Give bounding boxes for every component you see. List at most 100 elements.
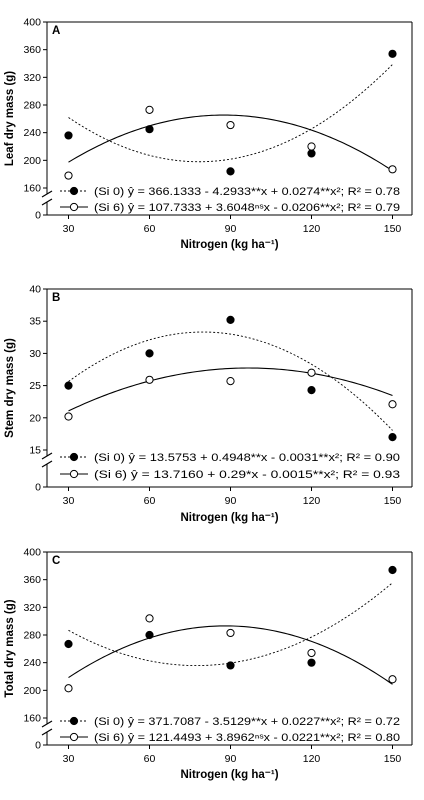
data-point-series-1: [226, 120, 235, 130]
x-tick-label: 150: [384, 753, 402, 765]
y-tick-label: 240: [23, 127, 41, 139]
legend-marker-series-1: [69, 732, 79, 742]
fit-curve-series-1: [68, 625, 393, 685]
x-tick-label: 60: [144, 495, 156, 507]
data-point-series-0: [145, 630, 154, 640]
y-axis-break-mark: [41, 728, 53, 736]
x-tick-label: 120: [303, 223, 321, 235]
data-point-series-0: [307, 658, 316, 667]
y-tick-label: 200: [23, 685, 41, 697]
data-point-series-0: [226, 661, 235, 670]
data-point-series-0: [307, 149, 316, 158]
x-tick-label: 30: [63, 753, 75, 765]
data-point-series-0: [226, 167, 235, 176]
y-tick-label: 25: [29, 380, 41, 392]
y-tick-label: 400: [23, 17, 41, 29]
legend-entry-series-1: (Si 6) ŷ = 107.7333 + 3.6048ⁿˢx - 0.0206…: [94, 202, 400, 214]
x-axis-title: Nitrogen (kg ha⁻¹): [180, 239, 278, 251]
fit-curve-series-0: [68, 64, 393, 163]
x-tick-label: 120: [303, 495, 321, 507]
y-tick-label: 280: [23, 630, 41, 642]
y-tick-label: 360: [23, 44, 41, 56]
fit-curve-series-0: [68, 582, 393, 667]
legend-entry-series-0: (Si 0) ŷ = 13.5753 + 0.4948**x - 0.0031*…: [94, 452, 400, 464]
y-axis-title: Leaf dry mass (g): [4, 71, 16, 166]
fit-curve-series-0: [68, 331, 393, 431]
y-axis-title: Total dry mass (g): [4, 599, 16, 697]
legend-marker-series-0: [69, 716, 79, 726]
y-tick-label: 160: [23, 713, 41, 725]
y-axis-break-mark: [41, 452, 53, 460]
data-point-series-0: [64, 131, 73, 140]
x-tick-label: 150: [384, 223, 402, 235]
y-tick-label-zero: 0: [35, 740, 41, 752]
data-point-series-0: [388, 433, 397, 442]
y-tick-label: 40: [29, 284, 41, 296]
data-point-series-1: [226, 376, 235, 386]
y-axis-break-mark: [41, 198, 53, 206]
legend-entry-series-0: (Si 0) ŷ = 366.1333 - 4.2933**x + 0.0274…: [94, 186, 400, 198]
data-point-series-1: [307, 142, 316, 151]
panel-label: B: [52, 292, 60, 304]
data-point-series-1: [388, 675, 397, 684]
data-point-series-0: [388, 565, 397, 575]
y-tick-label: 400: [23, 547, 41, 559]
y-tick-label-zero: 0: [35, 210, 41, 222]
chart-panel-a: 160 200 240 280 320 360 400 0 30 60 90 120 150 Nitrog…: [4, 17, 413, 251]
fit-curve-series-1: [68, 114, 393, 172]
data-point-series-1: [64, 171, 73, 180]
data-point-series-1: [388, 400, 397, 409]
legend-marker-series-1: [69, 202, 79, 212]
y-tick-label: 20: [29, 412, 41, 424]
legend-entry-series-1: (Si 6) ŷ = 121.4493 + 3.8962ⁿˢx - 0.0221…: [94, 732, 400, 744]
y-tick-label: 30: [29, 348, 41, 360]
x-tick-label: 30: [63, 495, 75, 507]
legend-marker-series-1: [69, 469, 79, 479]
x-axis-title: Nitrogen (kg ha⁻¹): [180, 769, 278, 781]
y-axis-break-mark: [41, 460, 53, 468]
y-tick-label: 360: [23, 574, 41, 586]
panel-label: C: [52, 555, 60, 567]
data-point-series-0: [64, 639, 73, 649]
data-point-series-0: [307, 386, 316, 395]
y-tick-label: 160: [23, 183, 41, 195]
y-tick-label: 320: [23, 72, 41, 84]
fit-curve-series-1: [68, 367, 393, 412]
data-point-series-0: [64, 381, 73, 390]
data-point-series-0: [388, 49, 397, 58]
data-point-series-1: [64, 412, 73, 421]
legend-marker-series-0: [69, 452, 79, 462]
x-tick-label: 90: [225, 495, 237, 507]
y-tick-label: 35: [29, 316, 41, 328]
data-point-series-1: [388, 165, 397, 174]
x-tick-label: 60: [144, 753, 156, 765]
data-point-series-0: [226, 315, 235, 325]
data-point-series-0: [145, 349, 154, 358]
y-tick-label: 200: [23, 155, 41, 167]
chart-panel-c: 160 200 240 280 320 360 400 0 30 60 90 120 150 Nitrog…: [4, 547, 413, 781]
y-tick-label: 320: [23, 602, 41, 614]
y-axis-break-mark: [41, 720, 53, 728]
y-axis-break-mark: [41, 190, 53, 198]
data-point-series-1: [145, 375, 154, 384]
data-point-series-1: [307, 368, 316, 377]
y-axis-title: Stem dry mass (g): [4, 338, 16, 438]
y-tick-label: 240: [23, 657, 41, 669]
panel-label: A: [52, 25, 60, 37]
y-tick-label: 280: [23, 100, 41, 112]
x-tick-label: 30: [63, 223, 75, 235]
data-point-series-1: [145, 614, 154, 623]
data-point-series-1: [64, 684, 73, 693]
data-point-series-1: [226, 628, 235, 638]
x-tick-label: 60: [144, 223, 156, 235]
y-tick-label-zero: 0: [35, 482, 41, 494]
x-tick-label: 90: [225, 753, 237, 765]
x-tick-label: 120: [303, 753, 321, 765]
x-tick-label: 90: [225, 223, 237, 235]
data-point-series-1: [145, 105, 154, 114]
chart-panel-b: 15 20 25 30 35 40 0 30 60 90 120 150 Nitrogen (kg ha…: [4, 284, 413, 524]
data-point-series-1: [307, 648, 316, 658]
legend-marker-series-0: [69, 186, 79, 196]
x-tick-label: 150: [384, 495, 402, 507]
